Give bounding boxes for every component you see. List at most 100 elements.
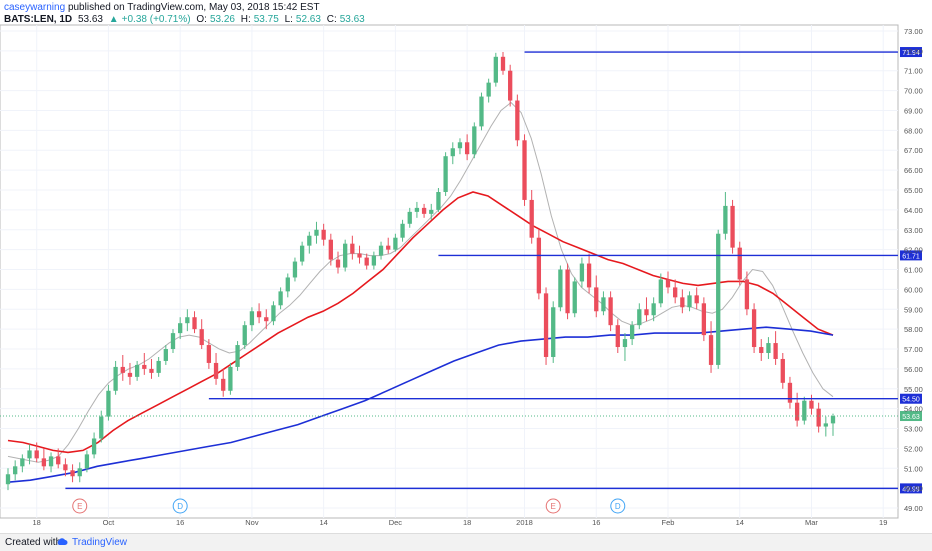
candle[interactable] [759,339,764,361]
candle[interactable] [436,188,441,212]
candle[interactable] [350,235,355,260]
candle[interactable] [199,319,204,350]
candle[interactable] [299,241,305,266]
candle[interactable] [773,331,778,365]
candle[interactable] [400,219,405,242]
candle[interactable] [314,221,319,244]
candle[interactable] [572,277,577,318]
candle[interactable] [766,337,771,359]
candle[interactable] [264,309,269,330]
candle[interactable] [443,152,448,196]
candle[interactable] [120,354,125,381]
candle[interactable] [644,297,649,322]
candle[interactable] [20,454,25,473]
candle[interactable] [106,384,111,421]
candle[interactable] [127,362,133,385]
candle[interactable] [622,333,628,361]
candle[interactable] [787,376,793,409]
candle[interactable] [658,273,663,308]
candle[interactable] [737,241,742,286]
candle[interactable] [500,52,506,75]
candle[interactable] [307,231,312,254]
candle[interactable] [601,291,606,316]
candle[interactable] [63,458,68,477]
candle[interactable] [586,253,592,294]
candle[interactable] [256,303,262,324]
candle[interactable] [70,464,75,483]
candle[interactable] [486,78,491,103]
candle[interactable] [170,329,176,354]
candle[interactable] [730,199,735,254]
candle[interactable] [5,468,11,491]
candle[interactable] [450,142,455,165]
candle[interactable] [680,289,685,314]
candle[interactable] [414,201,420,218]
candle[interactable] [830,413,836,436]
candle[interactable] [235,341,240,371]
candle[interactable] [802,396,807,425]
candle[interactable] [493,52,498,87]
candle[interactable] [364,253,369,270]
tradingview-link[interactable]: TradingView [72,537,128,548]
candle[interactable] [27,444,32,465]
earnings-marker[interactable] [545,498,561,514]
candle[interactable] [421,203,427,218]
candle[interactable] [687,291,692,312]
candle[interactable] [84,450,90,473]
candle[interactable] [551,301,556,363]
candle[interactable] [543,287,549,365]
candle[interactable] [558,265,563,312]
candle[interactable] [508,64,513,107]
candle[interactable] [149,358,154,379]
candle[interactable] [285,273,290,298]
earnings-marker[interactable] [72,498,88,514]
candle[interactable] [48,452,54,473]
candle[interactable] [429,203,434,220]
candle[interactable] [271,301,276,326]
candle[interactable] [393,233,398,252]
candle[interactable] [213,353,219,385]
candle[interactable] [780,353,785,389]
candle[interactable] [192,311,197,334]
candle[interactable] [13,460,18,481]
candle[interactable] [615,319,620,354]
candle[interactable] [665,271,671,294]
dividend-marker[interactable] [610,498,626,514]
author-link[interactable]: caseywarning [4,2,66,13]
candle[interactable] [515,94,520,147]
candle[interactable] [479,92,484,131]
candle[interactable] [343,239,348,272]
candle[interactable] [823,416,828,437]
candle[interactable] [77,462,82,483]
candle[interactable] [723,191,728,240]
symbol-label[interactable]: BATS:LEN, 1D [4,14,73,25]
candle[interactable] [536,229,542,300]
candle[interactable] [472,122,477,159]
candle[interactable] [321,223,326,246]
candle[interactable] [221,368,226,397]
candle[interactable] [142,353,147,375]
candle[interactable] [594,275,599,318]
candle[interactable] [91,432,97,459]
candle[interactable] [579,257,585,288]
candle[interactable] [242,321,247,350]
candle[interactable] [41,448,47,471]
candle[interactable] [163,345,168,365]
candle[interactable] [457,138,463,155]
dividend-marker[interactable] [172,498,188,514]
candle[interactable] [249,307,255,332]
candle[interactable] [751,303,757,354]
candle[interactable] [637,303,642,330]
candle[interactable] [278,287,283,310]
candle[interactable] [386,237,391,254]
candle[interactable] [673,279,678,304]
candle[interactable] [522,134,527,206]
candle[interactable] [99,410,104,443]
candle[interactable] [464,134,470,161]
candle[interactable] [156,356,161,377]
candle[interactable] [292,257,298,282]
candle[interactable] [328,233,333,266]
candle[interactable] [56,448,61,469]
candle[interactable] [34,442,39,463]
